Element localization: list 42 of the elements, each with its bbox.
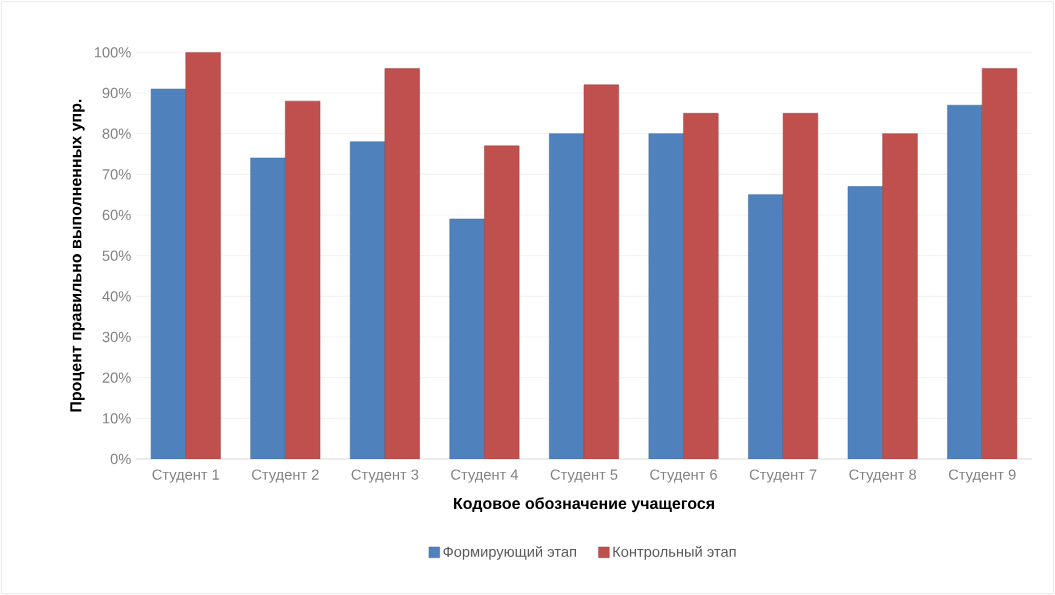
bar — [449, 218, 485, 459]
x-tick-label: Студент 7 — [749, 469, 817, 483]
bar — [185, 52, 221, 459]
bar — [150, 88, 187, 459]
y-tick-label: 70% — [102, 169, 131, 180]
y-tick-label: 100% — [94, 47, 131, 58]
y-tick-label: 10% — [103, 413, 131, 424]
bar — [484, 145, 520, 459]
bar — [549, 133, 585, 459]
x-tick-label: Студент 6 — [650, 469, 717, 483]
y-tick-label: 80% — [102, 128, 131, 139]
bar — [583, 84, 619, 459]
bar — [981, 68, 1018, 459]
bar — [947, 104, 983, 459]
x-tick-label: Студент 1 — [152, 469, 220, 483]
x-tick-label: Студент 5 — [550, 469, 618, 483]
x-tick-label: Студент 3 — [351, 469, 419, 483]
x-tick-label: Студент 8 — [849, 469, 917, 483]
y-tick-label: 60% — [102, 209, 131, 221]
x-axis-title: Кодовое обозначение учащегося — [454, 497, 714, 513]
y-tick-label: 30% — [102, 331, 131, 343]
bar — [882, 133, 918, 459]
legend-label: Контрольный этап — [613, 545, 736, 560]
y-tick-label: 50% — [102, 250, 131, 261]
bar — [847, 186, 883, 459]
y-tick-label: 0% — [110, 453, 131, 465]
bar — [782, 113, 819, 459]
x-tick-label: Студент 2 — [252, 469, 319, 483]
y-tick-label: 90% — [102, 87, 131, 99]
bar — [748, 194, 784, 459]
x-tick-label: Студент 4 — [451, 469, 519, 483]
bar — [285, 100, 321, 459]
bar — [648, 133, 684, 459]
bar — [250, 157, 286, 459]
legend-label: Формирующий этап — [443, 545, 576, 560]
y-tick-label: 20% — [102, 372, 131, 383]
bar — [349, 141, 386, 459]
y-tick-label: 40% — [102, 291, 131, 302]
bar — [683, 113, 719, 459]
y-axis-title: Процент правильно выполненных упр. — [70, 99, 85, 412]
bar — [384, 68, 420, 459]
x-tick-label: Студент 9 — [948, 469, 1016, 483]
